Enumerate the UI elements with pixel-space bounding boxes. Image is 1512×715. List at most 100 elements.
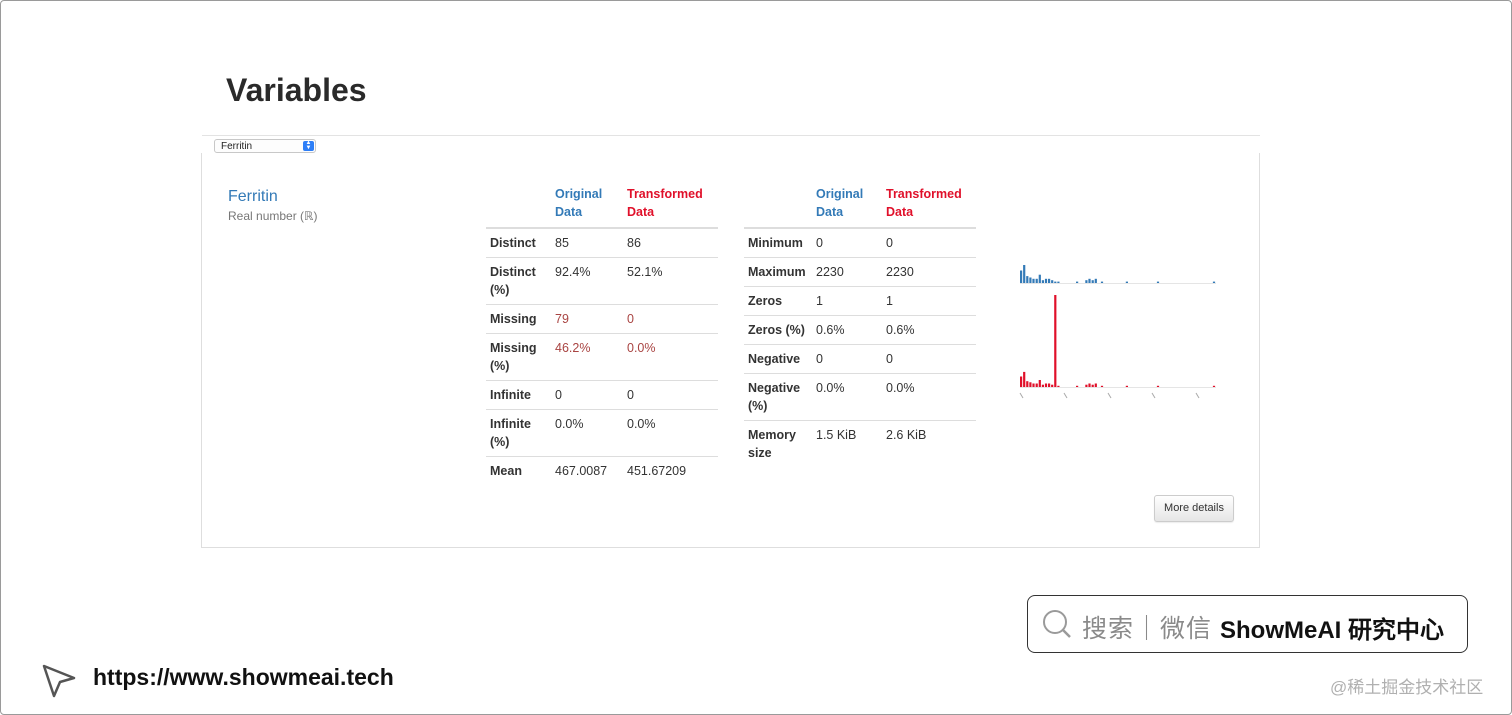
stat-label: Zeros (%) bbox=[744, 315, 812, 345]
histogram-bar bbox=[1044, 383, 1048, 387]
histogram-bar bbox=[1156, 385, 1160, 387]
search-icon bbox=[1043, 610, 1071, 638]
histogram-bar bbox=[1051, 280, 1054, 283]
stat-transformed-value: 1 bbox=[882, 286, 976, 316]
variable-panel bbox=[201, 153, 1260, 548]
search-label: 搜索｜微信 bbox=[1082, 615, 1213, 643]
variable-name-link[interactable]: Ferritin bbox=[228, 188, 278, 205]
stats-left-header-original: Original Data bbox=[551, 181, 623, 229]
table-row: Infinite 0 0 bbox=[486, 380, 718, 410]
histogram-bar bbox=[1091, 384, 1094, 387]
histogram-tick bbox=[1151, 392, 1156, 399]
divider bbox=[202, 135, 1260, 136]
stat-original-value: 1 bbox=[812, 286, 882, 316]
histogram-tick bbox=[1195, 392, 1200, 399]
stat-transformed-value: 0 bbox=[882, 344, 976, 374]
stat-transformed-value: 0.0% bbox=[623, 409, 718, 457]
histogram-bar bbox=[1041, 280, 1044, 283]
page-title: Variables bbox=[226, 72, 367, 108]
stat-label: Distinct bbox=[490, 236, 536, 250]
stat-label: Maximum bbox=[744, 257, 812, 287]
table-row: Zeros 1 1 bbox=[744, 286, 976, 316]
histogram-bar bbox=[1125, 281, 1128, 283]
stat-original-value: 0 bbox=[812, 344, 882, 374]
stat-original-value: 0 bbox=[551, 380, 623, 410]
histogram-bar bbox=[1026, 381, 1029, 387]
stat-label: Missing bbox=[486, 304, 551, 334]
stats-left-header-transformed: Transformed Data bbox=[623, 181, 718, 229]
histogram-bar bbox=[1156, 281, 1160, 283]
stat-original-value: 0 bbox=[816, 236, 823, 250]
stat-transformed-value: 0.6% bbox=[882, 315, 976, 345]
histogram-bar bbox=[1057, 281, 1060, 283]
stats-right-header-transformed: Transformed Data bbox=[882, 181, 976, 229]
histogram-bar bbox=[1038, 380, 1041, 387]
stat-transformed-value: 2230 bbox=[882, 257, 976, 287]
histogram-bar bbox=[1091, 280, 1094, 283]
histogram-bar bbox=[1048, 278, 1051, 283]
more-details-button[interactable]: More details bbox=[1154, 495, 1234, 522]
stat-label: Negative (%) bbox=[744, 373, 812, 421]
histogram-bar bbox=[1057, 385, 1060, 387]
histogram-chart bbox=[1019, 265, 1216, 399]
histogram-bar bbox=[1076, 385, 1079, 387]
stat-transformed-value: 86 bbox=[627, 236, 641, 250]
search-banner: 搜索｜微信 ShowMeAI 研究中心 bbox=[1027, 595, 1468, 653]
histogram-bar bbox=[1094, 278, 1097, 283]
histogram-bar bbox=[1020, 376, 1023, 387]
watermark: @稀土掘金技术社区 bbox=[1330, 678, 1484, 697]
table-row: Negative (%) 0.0% 0.0% bbox=[744, 373, 976, 421]
stat-label: Mean bbox=[486, 456, 551, 485]
website-url[interactable]: https://www.showmeai.tech bbox=[93, 664, 394, 690]
table-row: Missing (%) 46.2% 0.0% bbox=[486, 333, 718, 381]
stat-label: Memory size bbox=[744, 420, 812, 467]
stat-transformed-value: 0 bbox=[886, 236, 893, 250]
table-row: Minimum 0 0 bbox=[744, 228, 976, 258]
histogram-tick bbox=[1107, 392, 1112, 399]
histogram-bar bbox=[1051, 384, 1054, 387]
table-row: Missing 79 0 bbox=[486, 304, 718, 334]
histogram-bar bbox=[1020, 270, 1023, 283]
stat-label: Infinite bbox=[486, 380, 551, 410]
variable-type: Real number (ℝ) bbox=[228, 209, 318, 223]
histogram-tick bbox=[1019, 392, 1024, 399]
stat-label: Zeros bbox=[744, 286, 812, 316]
table-row: Zeros (%) 0.6% 0.6% bbox=[744, 315, 976, 345]
histogram-bar bbox=[1023, 265, 1026, 283]
variable-select-value: Ferritin bbox=[221, 141, 253, 152]
stat-label: Minimum bbox=[748, 236, 803, 250]
histogram-tick bbox=[1063, 392, 1068, 399]
variable-select[interactable]: Ferritin ▲ ▼ bbox=[214, 139, 316, 153]
stats-left-header-blank bbox=[486, 181, 551, 229]
stat-original-value: 79 bbox=[551, 304, 623, 334]
stats-right-header-original: Original Data bbox=[812, 181, 882, 229]
histogram-bar bbox=[1100, 385, 1104, 387]
histogram-bar bbox=[1038, 274, 1041, 283]
histogram-bar bbox=[1048, 383, 1051, 387]
stat-transformed-value: 0 bbox=[623, 304, 718, 334]
histogram-bar bbox=[1032, 278, 1035, 283]
histogram-bar bbox=[1088, 383, 1091, 387]
histogram-bar bbox=[1125, 385, 1128, 387]
histogram-bar bbox=[1076, 281, 1079, 283]
histogram-bar bbox=[1054, 295, 1057, 387]
stat-label: Distinct (%) bbox=[486, 257, 551, 305]
stat-label: Negative bbox=[744, 344, 812, 374]
stat-transformed-value: 2.6 KiB bbox=[882, 420, 976, 467]
brand-name: ShowMeAI 研究中心 bbox=[1220, 617, 1445, 644]
histogram-bar bbox=[1035, 278, 1038, 283]
chevron-updown-icon: ▲ ▼ bbox=[303, 140, 314, 151]
stat-transformed-value: 0 bbox=[623, 380, 718, 410]
histogram-bar bbox=[1100, 281, 1104, 283]
stat-transformed-value: 52.1% bbox=[623, 257, 718, 305]
stat-original-value: 46.2% bbox=[551, 333, 623, 381]
histogram-bar bbox=[1044, 278, 1048, 283]
table-row: Mean 467.0087 451.67209 bbox=[486, 456, 718, 485]
table-row: Distinct (%) 92.4% 52.1% bbox=[486, 257, 718, 305]
histogram-bar bbox=[1212, 385, 1216, 387]
stat-label: Missing (%) bbox=[486, 333, 551, 381]
stat-original-value: 1.5 KiB bbox=[812, 420, 882, 467]
table-row: Memory size 1.5 KiB 2.6 KiB bbox=[744, 420, 976, 467]
stat-original-value: 0.6% bbox=[812, 315, 882, 345]
histogram-bar bbox=[1035, 383, 1038, 387]
